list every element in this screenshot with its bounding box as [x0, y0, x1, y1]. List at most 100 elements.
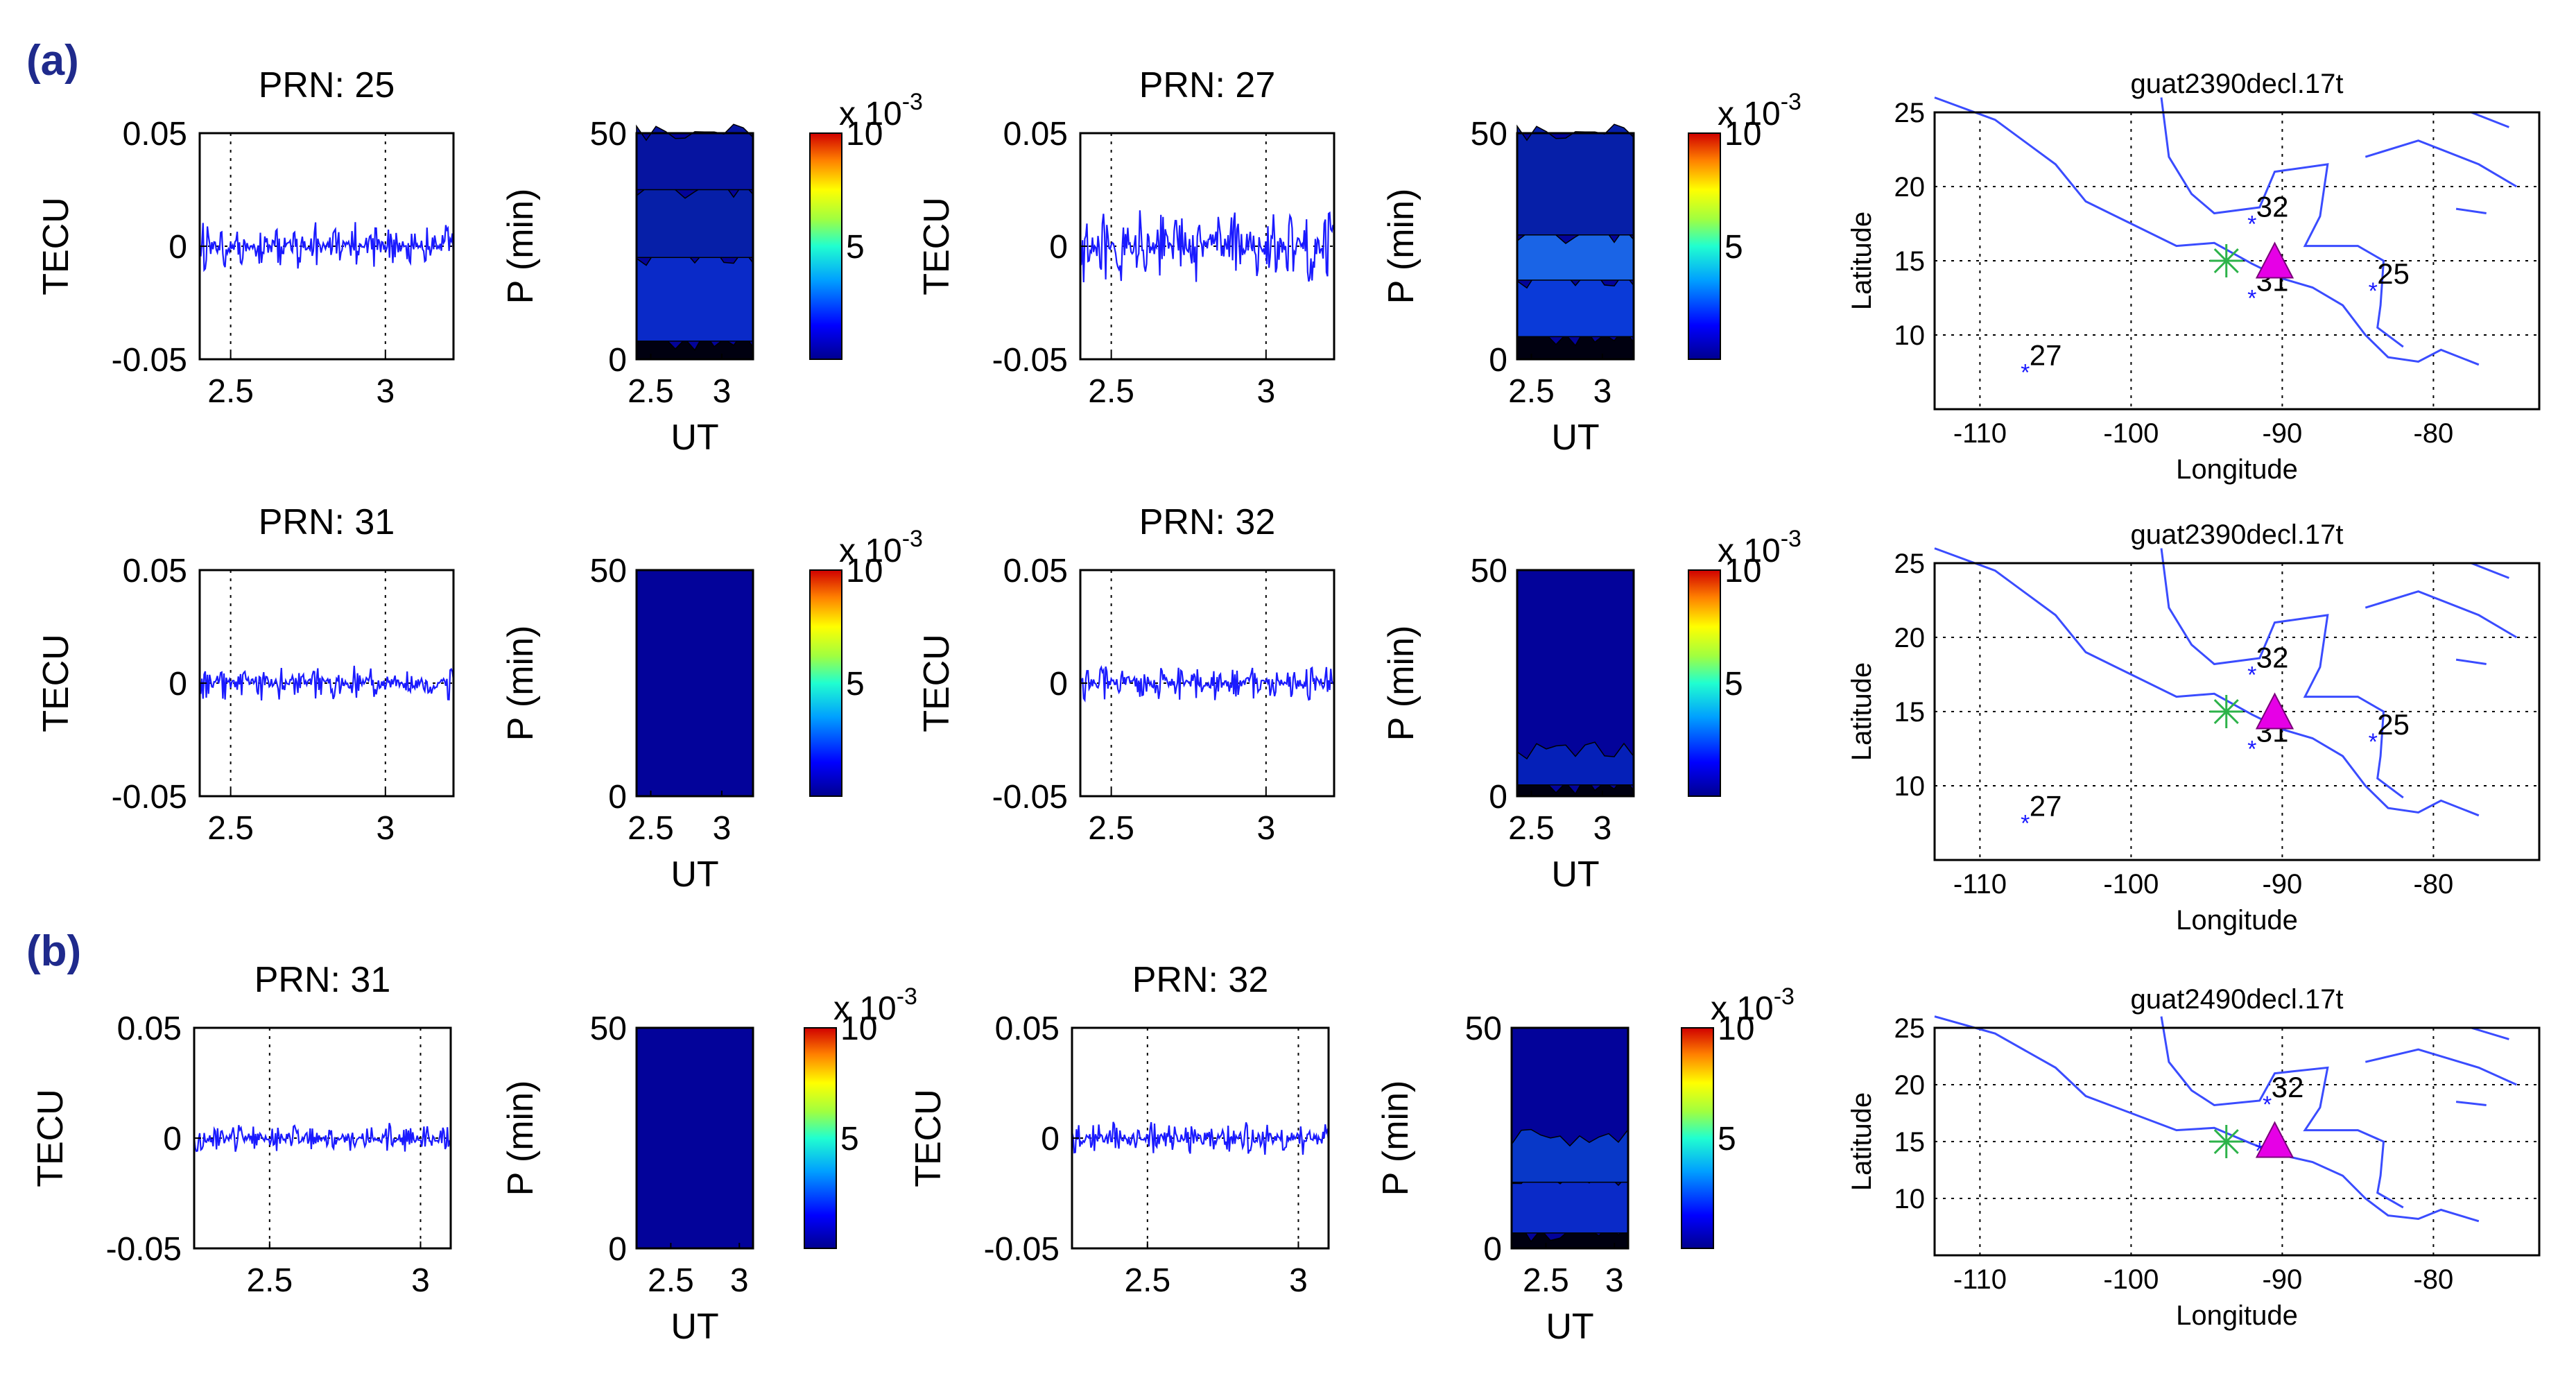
- colorbar-scale-base: x 10: [839, 533, 902, 569]
- satellite-prn-label: 32: [2256, 642, 2289, 674]
- x-tick-label: 3: [376, 373, 395, 410]
- x-tick-label: 3: [1593, 373, 1612, 410]
- colorbar-scale-base: x 10: [1711, 990, 1774, 1027]
- x-tick-label: 3: [1605, 1262, 1624, 1299]
- line-chart-a2-prn31: PRN: 31 0.05 0 -0.05 2.5 3 TECU: [36, 502, 455, 847]
- y-axis-label: P (min): [501, 1081, 541, 1196]
- colorbar-scale-exponent: -3: [902, 526, 923, 552]
- colorbar-scale-base: x 10: [1718, 533, 1781, 569]
- colorbar-scale-label: x 10-3: [839, 89, 923, 132]
- x-tick-label: 2.5: [648, 1262, 694, 1299]
- colorbar-tick-label: 5: [846, 666, 865, 703]
- x-axis-label: UT: [671, 418, 718, 458]
- y-tick-label: 50: [590, 553, 627, 590]
- chart-title: PRN: 32: [1132, 960, 1269, 1000]
- colorbar-scale-base: x 10: [1718, 96, 1781, 132]
- epicenter-star-stroke: [2213, 698, 2239, 725]
- spectrogram-a2-spec32: 50 02.5 3 UT P (min) 10 5 x 10-3: [1381, 526, 1801, 895]
- tec-series-line: [1071, 1121, 1330, 1155]
- x-tick-label: 2.5: [1523, 1262, 1569, 1299]
- colorbar: [809, 132, 842, 360]
- tec-series-line: [198, 222, 455, 273]
- y-tick-label: 0: [1049, 666, 1068, 703]
- x-tick-label: 3: [1256, 373, 1275, 410]
- coastline-jamaica: [2455, 1101, 2487, 1106]
- colorbar: [804, 1027, 837, 1249]
- y-tick-label: 0: [163, 1121, 182, 1158]
- satellite-ipp-marker: *: [2247, 737, 2256, 763]
- y-axis-label: P (min): [501, 626, 541, 741]
- coastline-cuba: [2365, 590, 2518, 639]
- x-tick-label: 3: [713, 373, 732, 410]
- y-tick-label: 50: [1471, 116, 1507, 153]
- y-tick-label: 20: [1894, 623, 1926, 653]
- x-tick-label: 2.5: [628, 810, 674, 847]
- coastline-bahamas: [2471, 1026, 2509, 1040]
- colorbar-tick-label: 5: [840, 1121, 859, 1158]
- coastline-pacific: [1934, 1015, 2480, 1223]
- coastline-bahamas: [2471, 562, 2509, 579]
- x-tick-label: -110: [1953, 1264, 2007, 1295]
- y-axis-label: TECU: [917, 634, 957, 732]
- x-tick-label: -90: [2262, 1264, 2302, 1295]
- station-triangle: [2255, 692, 2294, 730]
- y-tick-label: 25: [1894, 549, 1926, 579]
- chart-title: PRN: 32: [1139, 502, 1276, 542]
- coastline-pacific: [1934, 547, 2480, 817]
- y-tick-label: 0: [1483, 1231, 1502, 1268]
- colorbar-scale-label: x 10-3: [833, 983, 917, 1027]
- x-axis-label: Longitude: [2176, 905, 2298, 936]
- y-tick-label: -0.05: [106, 1231, 182, 1268]
- x-tick-label: 3: [1593, 810, 1612, 847]
- x-tick-label: -80: [2413, 418, 2453, 449]
- x-tick-label: -80: [2413, 1264, 2453, 1295]
- heatmap-background: [637, 1028, 753, 1248]
- y-tick-label: 25: [1894, 1013, 1926, 1044]
- x-tick-label: -90: [2262, 418, 2302, 449]
- satellite-ipp-marker: *: [2021, 360, 2030, 386]
- satellite-ipp-marker: *: [2369, 278, 2378, 304]
- map-frame: [1933, 111, 2541, 411]
- y-tick-label: 0.05: [995, 1010, 1060, 1047]
- x-axis-label: UT: [671, 1307, 718, 1347]
- y-tick-label: -0.05: [992, 779, 1068, 816]
- y-tick-label: 10: [1894, 320, 1926, 351]
- coastline-gulf: [2160, 548, 2404, 799]
- x-tick-label: 3: [376, 810, 395, 847]
- colorbar: [1688, 132, 1721, 360]
- y-tick-label: 50: [590, 116, 627, 153]
- coastline-gulf: [2160, 97, 2404, 348]
- satellite-prn-label: 32: [2256, 191, 2289, 223]
- satellite-prn-label: 25: [2377, 257, 2410, 290]
- y-tick-label: 0.05: [1003, 116, 1068, 153]
- map-a1-map: guat2390decl.17t*32*31 *25*2725201510-110…: [1847, 69, 2541, 485]
- x-tick-label: -100: [2103, 869, 2159, 900]
- y-tick-label: 50: [1471, 553, 1507, 590]
- y-tick-label: 0: [168, 229, 187, 266]
- x-tick-label: 3: [1256, 810, 1275, 847]
- colorbar-tick-label: 5: [1724, 666, 1743, 703]
- colorbar-tick-label: 10: [840, 1010, 877, 1047]
- satellite-ipp-marker: *: [2021, 811, 2030, 837]
- y-tick-label: -0.05: [112, 779, 187, 816]
- y-tick-label: 0: [608, 342, 627, 379]
- y-axis-label: Latitude: [1847, 212, 1877, 310]
- coastline-jamaica: [2455, 658, 2487, 665]
- satellite-ipp-marker: *: [2369, 729, 2378, 755]
- panel-label-a: (a): [26, 37, 79, 85]
- x-axis-label: UT: [1546, 1307, 1593, 1347]
- y-tick-label: 0.05: [117, 1010, 182, 1047]
- y-tick-label: 0: [168, 666, 187, 703]
- spectrogram-b-spec31: 50 0 2.5 3 UT P (min) 10 5 x 10-3: [501, 983, 917, 1347]
- satellite-ipp-marker: *: [2247, 212, 2256, 238]
- colorbar-tick-label: 10: [1724, 116, 1761, 153]
- colorbar: [1681, 1027, 1714, 1249]
- satellite-prn-label: 27: [2030, 790, 2062, 823]
- spectrogram-b-spec32: 50 0 2.5 3 UT P (min) 10 5 x 10-3: [1376, 983, 1795, 1347]
- spectrogram-a1-spec27: 50 02.5 3 UT P (min) 10 5 x 10-3: [1381, 89, 1801, 458]
- chart-title: PRN: 25: [259, 65, 395, 105]
- y-tick-label: 15: [1894, 246, 1926, 277]
- map-title: guat2490decl.17t: [2131, 984, 2344, 1015]
- x-tick-label: 2.5: [207, 373, 254, 410]
- satellite-prn-label: 27: [2030, 339, 2062, 372]
